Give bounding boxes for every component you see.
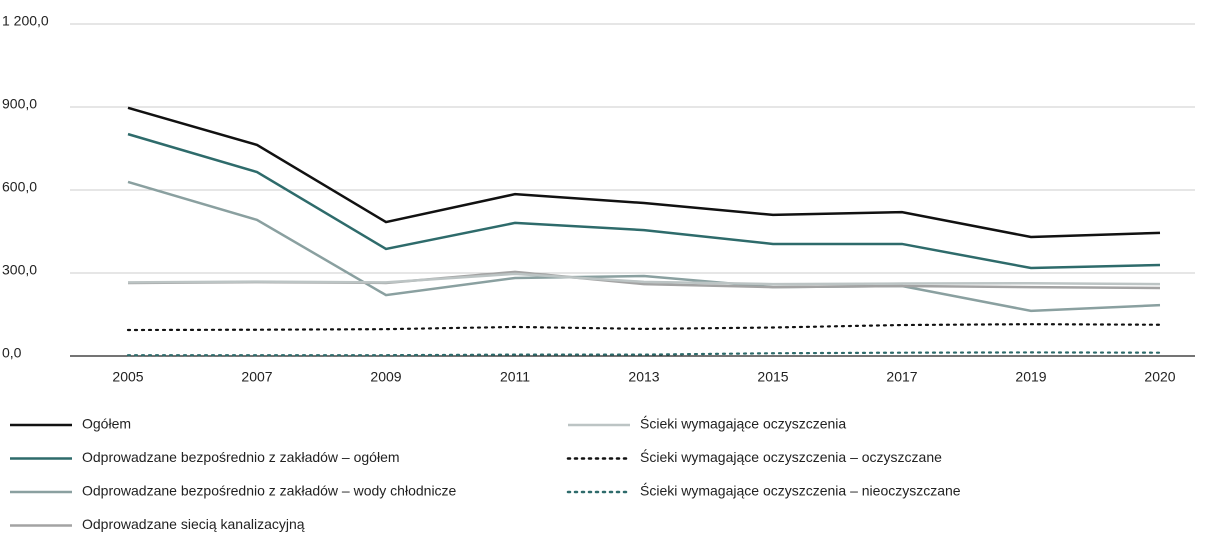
series-line [127, 270, 1161, 290]
x-tick-label: 2013 [628, 369, 659, 385]
legend-label: Ścieki wymagające oczyszczenia [640, 415, 846, 432]
legend-label: Odprowadzane bezpośrednio z zakładów – o… [82, 449, 400, 465]
y-tick-label: 300,0 [2, 262, 37, 278]
x-tick-label: 2020 [1144, 369, 1175, 385]
x-tick-label: 2005 [112, 369, 143, 385]
x-tick-label: 2017 [886, 369, 917, 385]
x-tick-label: 2011 [500, 369, 530, 385]
series-line [127, 106, 1161, 239]
y-tick-label: 0,0 [2, 345, 22, 361]
series-line [127, 132, 1161, 270]
legend-label: Ścieki wymagające oczyszczenia – nieoczy… [640, 482, 961, 499]
y-tick-label: 900,0 [2, 96, 37, 112]
y-tick-label: 600,0 [2, 179, 37, 195]
series-line [127, 180, 1161, 313]
x-tick-label: 2019 [1015, 369, 1046, 385]
y-tick-label: 1 200,0 [2, 13, 49, 29]
series-line [126, 351, 1162, 357]
x-tick-label: 2007 [241, 369, 272, 385]
legend-label: Odprowadzane siecią kanalizacyjną [82, 516, 305, 532]
x-tick-label: 2009 [370, 369, 401, 385]
series-line [127, 272, 1161, 286]
series-line [126, 323, 1162, 332]
legend-label: Ogółem [82, 416, 131, 432]
legend-label: Odprowadzane bezpośrednio z zakładów – w… [82, 483, 457, 499]
legend-label: Ścieki wymagające oczyszczenia – oczyszc… [640, 448, 942, 465]
x-tick-label: 2015 [757, 369, 788, 385]
